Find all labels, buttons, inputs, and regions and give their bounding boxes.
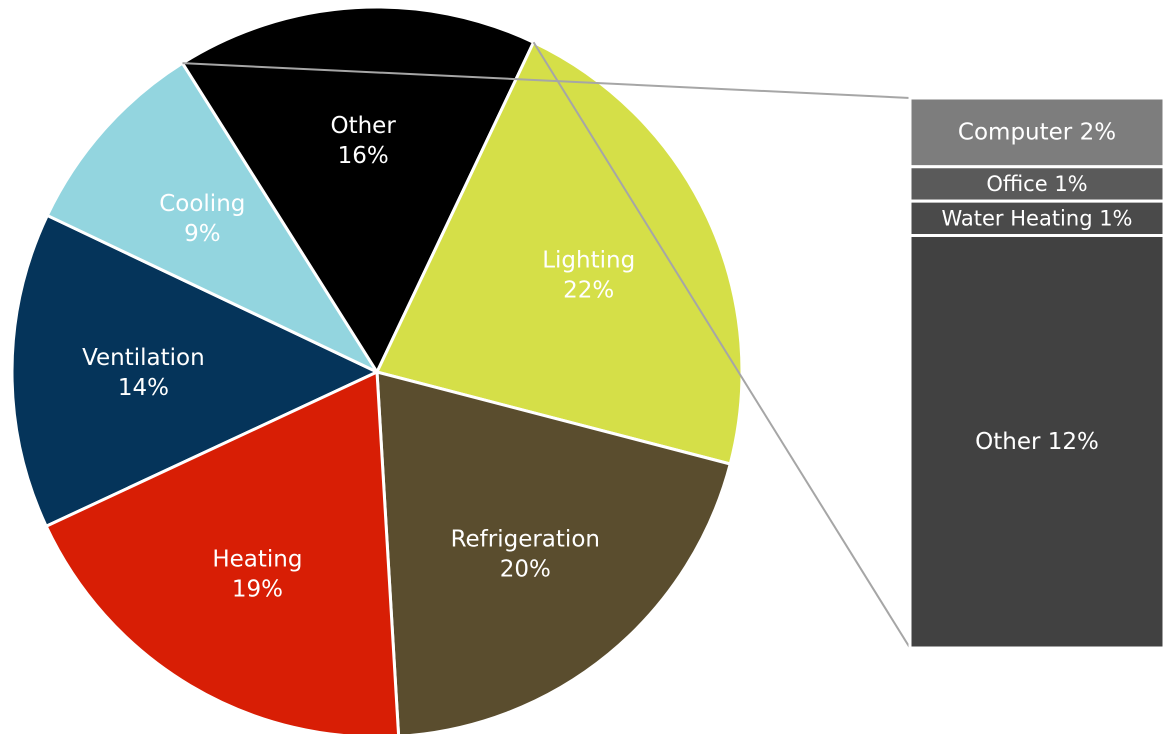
bar-segment-label-office-1: Office 1% (986, 172, 1087, 196)
slice-label-ventilation: Ventilation 14% (82, 345, 205, 401)
bar-segment-label-water-heating-1: Water Heating 1% (941, 206, 1132, 230)
slice-label-value: 20% (500, 557, 551, 583)
bar-segment-label-computer-2: Computer 2% (958, 119, 1116, 145)
slice-label-cooling: Cooling 9% (159, 191, 245, 247)
slice-label-value: 22% (563, 277, 614, 303)
slice-label-name: Cooling (159, 191, 245, 217)
slice-label-lighting: Lighting 22% (542, 247, 635, 303)
slice-labels: Ventilation 14% Cooling 9% Other 16% Lighting 2… (82, 113, 635, 603)
slice-label-name: Heating (212, 547, 302, 573)
slice-label-name: Ventilation (82, 345, 205, 371)
bar-segment-computer-2 (908, 96, 1164, 169)
slice-label-other: Other 16% (330, 113, 396, 169)
slice-label-name: Other (330, 113, 396, 139)
slice-label-value: 16% (338, 143, 389, 169)
pie-slice-heating (44, 370, 401, 734)
connector-line-top (182, 62, 911, 99)
slice-label-value: 14% (118, 375, 169, 401)
slice-label-name: Refrigeration (451, 527, 600, 553)
bar-segment-other-12 (908, 234, 1164, 650)
bar-segment-office-1 (908, 165, 1164, 203)
slice-label-value: 19% (232, 577, 283, 603)
pie-slice-cooling (45, 61, 379, 374)
pie-slice-other (181, 5, 536, 374)
pie-slice-lighting (375, 40, 744, 466)
pie-slice-refrigeration (375, 370, 732, 734)
slice-label-name: Lighting (542, 247, 635, 273)
slice-label-refrigeration: Refrigeration 20% (451, 527, 600, 583)
bar-segment-water-heating-1 (908, 199, 1164, 237)
slice-label-heating: Heating 19% (212, 547, 302, 603)
pie-slices (10, 5, 744, 734)
connector-line-bottom (532, 41, 911, 649)
slice-label-value: 9% (184, 221, 221, 247)
bar-segment-label-other-12: Other 12% (975, 429, 1099, 455)
breakdown-bar: Computer 2% Office 1% Water Heating 1% Othe… (908, 96, 1164, 650)
pie-slice-ventilation (10, 213, 379, 528)
connector-lines (182, 41, 911, 649)
